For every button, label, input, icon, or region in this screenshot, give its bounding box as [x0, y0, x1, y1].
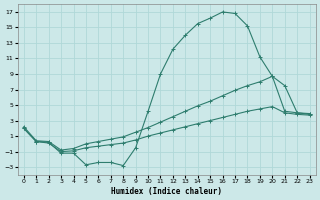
- X-axis label: Humidex (Indice chaleur): Humidex (Indice chaleur): [111, 187, 222, 196]
